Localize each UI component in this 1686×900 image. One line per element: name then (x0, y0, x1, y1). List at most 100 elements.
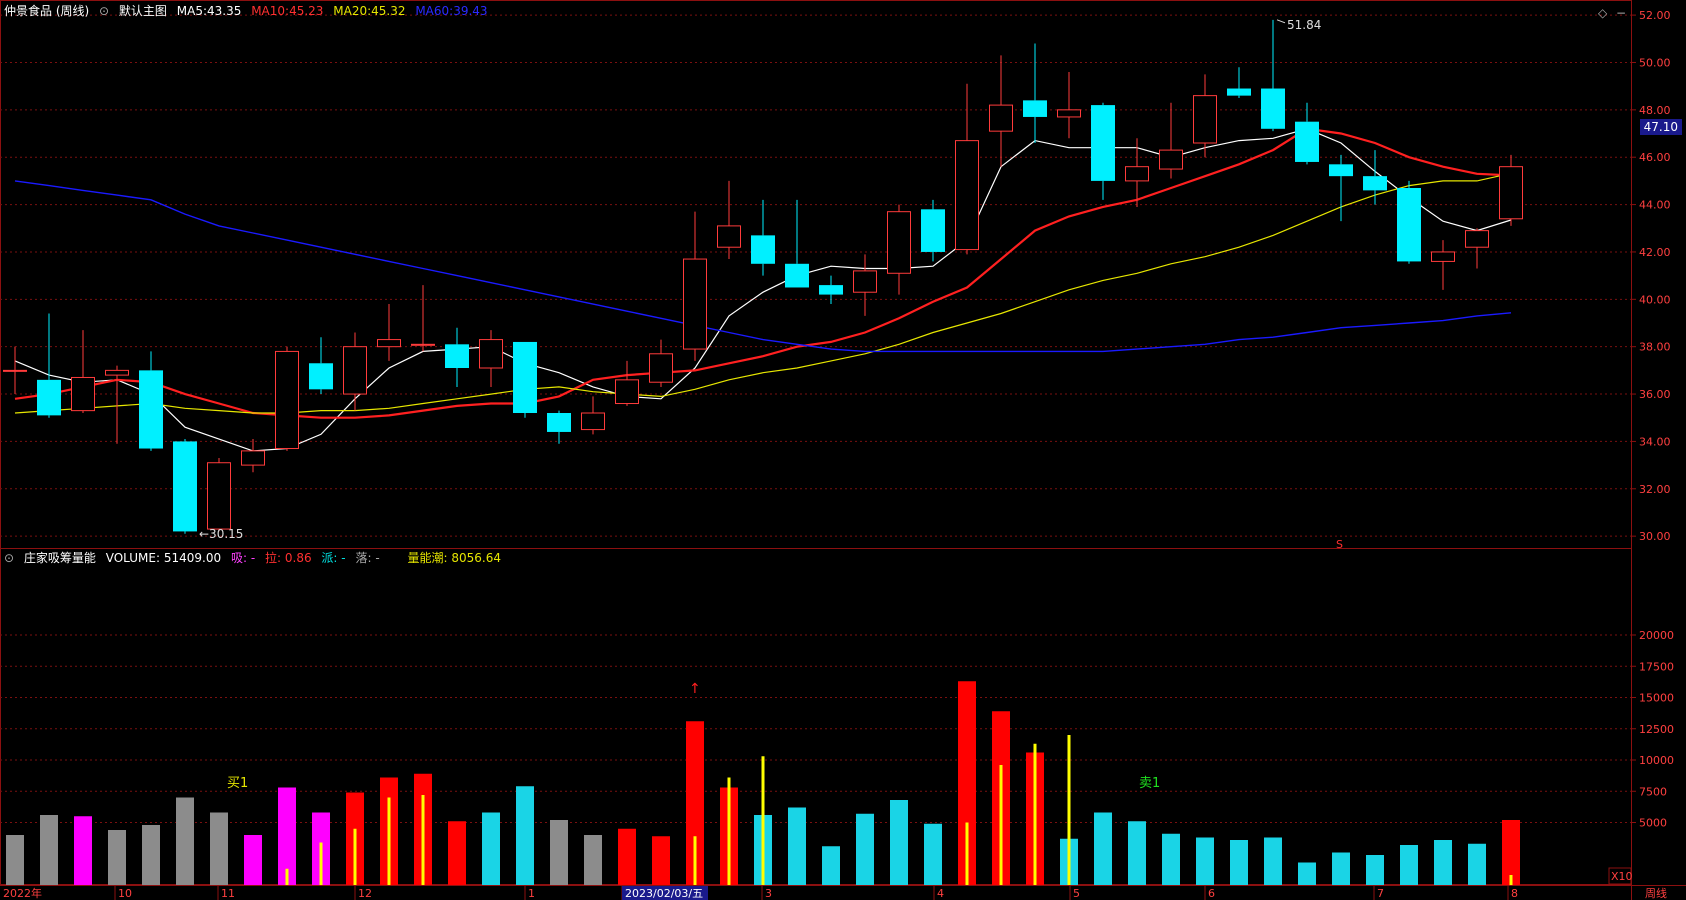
high-arrow (1276, 19, 1286, 24)
volume-bar (278, 787, 296, 885)
y-tick-label: 48.00 (1639, 104, 1671, 117)
x-tick-label: 6 (1208, 887, 1215, 900)
x-tick-label: 8 (1511, 887, 1518, 900)
liangneng-bar (1067, 735, 1071, 885)
candle (1329, 164, 1353, 177)
candle (1363, 176, 1387, 191)
candle (139, 370, 163, 449)
ma-line-ma60 (14, 180, 1512, 353)
liangneng-bar (421, 795, 425, 885)
stock-title[interactable]: 仲景食品 (周线) (4, 4, 90, 18)
candle (887, 211, 911, 274)
y-tick-label: 44.00 (1639, 199, 1671, 212)
candle (1091, 105, 1115, 181)
candle (513, 341, 537, 413)
volume-bar (1434, 840, 1452, 885)
candle (751, 235, 775, 264)
volume-value: 51409.00 (163, 551, 222, 565)
candle (581, 412, 605, 431)
volume-bar (1230, 840, 1248, 885)
candle (3, 369, 27, 372)
y-tick-label: 17500 (1639, 660, 1674, 673)
volume-bar (1502, 820, 1520, 885)
main-chart-selector[interactable]: 默认主图 (118, 4, 167, 18)
luo-value: - (375, 551, 380, 565)
volume-bar (618, 828, 636, 885)
volume-bar (1298, 862, 1316, 885)
candle (547, 413, 571, 432)
liangneng-bar (999, 765, 1003, 885)
volume-bar (788, 807, 806, 885)
y-tick-label: 7500 (1639, 785, 1667, 798)
candle (411, 343, 435, 346)
liangneng-bar (319, 842, 323, 885)
liangneng-bar (727, 777, 731, 885)
buy-signal-label: 买1 (227, 776, 248, 791)
pai-value: - (341, 551, 346, 565)
y-tick-label: 52.00 (1639, 9, 1671, 22)
y-tick-label: 42.00 (1639, 246, 1671, 259)
diamond-icon: ◇ (1598, 6, 1608, 20)
volume-bar (1162, 833, 1180, 885)
volume-bar (890, 800, 908, 885)
x-tick-label: 5 (1073, 887, 1080, 900)
ma10-value: 45.23 (289, 4, 324, 18)
y-tick-label: 15000 (1639, 692, 1674, 705)
ma10-label: MA10: (251, 4, 290, 18)
sub-panel-frame (0, 548, 1632, 885)
volume-bar (244, 835, 262, 885)
volume-bar (958, 681, 976, 885)
volume-bar (924, 823, 942, 885)
y-tick-label: 5000 (1639, 817, 1667, 830)
volume-bar (74, 816, 92, 885)
x-tick-label: 1 (528, 887, 535, 900)
s-marker: S (1336, 538, 1343, 551)
liangneng-bar (285, 868, 289, 885)
y-tick-label: 36.00 (1639, 388, 1671, 401)
ma-line-ma20 (14, 172, 1512, 414)
low-label: ←30.15 (199, 527, 243, 541)
candle (343, 346, 367, 395)
volume-bar (686, 721, 704, 885)
candle (241, 450, 265, 466)
indicator-title[interactable]: 庄家吸筹量能 (23, 551, 96, 565)
candle (1023, 100, 1047, 117)
candle (1159, 149, 1183, 170)
volume-bar (210, 812, 228, 885)
gear-icon[interactable]: ⊙ (4, 551, 15, 565)
close-icon: − (1616, 6, 1626, 20)
liangneng-bar (693, 836, 697, 885)
x-tick-label: 7 (1377, 887, 1384, 900)
candle (1125, 166, 1149, 182)
y-tick-label: 46.00 (1639, 151, 1671, 164)
pai-label: 派: (321, 551, 338, 565)
x-tick-label: 4 (937, 887, 944, 900)
y-tick-label: 30.00 (1639, 530, 1671, 543)
chevron-down-icon[interactable]: ⊙ (99, 4, 110, 18)
volume-bar (108, 830, 126, 885)
ma60-value: 39.43 (453, 4, 488, 18)
candle (819, 285, 843, 295)
volume-bar (1094, 812, 1112, 885)
candle (377, 339, 401, 348)
y-tick-label: 12500 (1639, 723, 1674, 736)
volume-bar (1196, 837, 1214, 885)
candle (785, 263, 809, 288)
candle (1397, 188, 1421, 262)
candle (479, 339, 503, 369)
ma20-label: MA20: (333, 4, 372, 18)
sub-chart-header: ⊙ 庄家吸筹量能 VOLUME: 51409.00 吸: - 拉: 0.86 派… (4, 550, 507, 566)
y-tick-label: 40.00 (1639, 293, 1671, 306)
volume-bar (1332, 852, 1350, 885)
liang-value: 8056.64 (451, 551, 502, 565)
candle (37, 379, 61, 416)
volume-bar (516, 786, 534, 885)
date-cursor-box (622, 886, 708, 900)
liangneng-bar (965, 822, 969, 885)
xi-value: - (250, 551, 256, 565)
la-value: 0.86 (284, 551, 312, 565)
volume-bar (550, 820, 568, 885)
volume-bar (584, 835, 602, 885)
candle (275, 350, 299, 450)
